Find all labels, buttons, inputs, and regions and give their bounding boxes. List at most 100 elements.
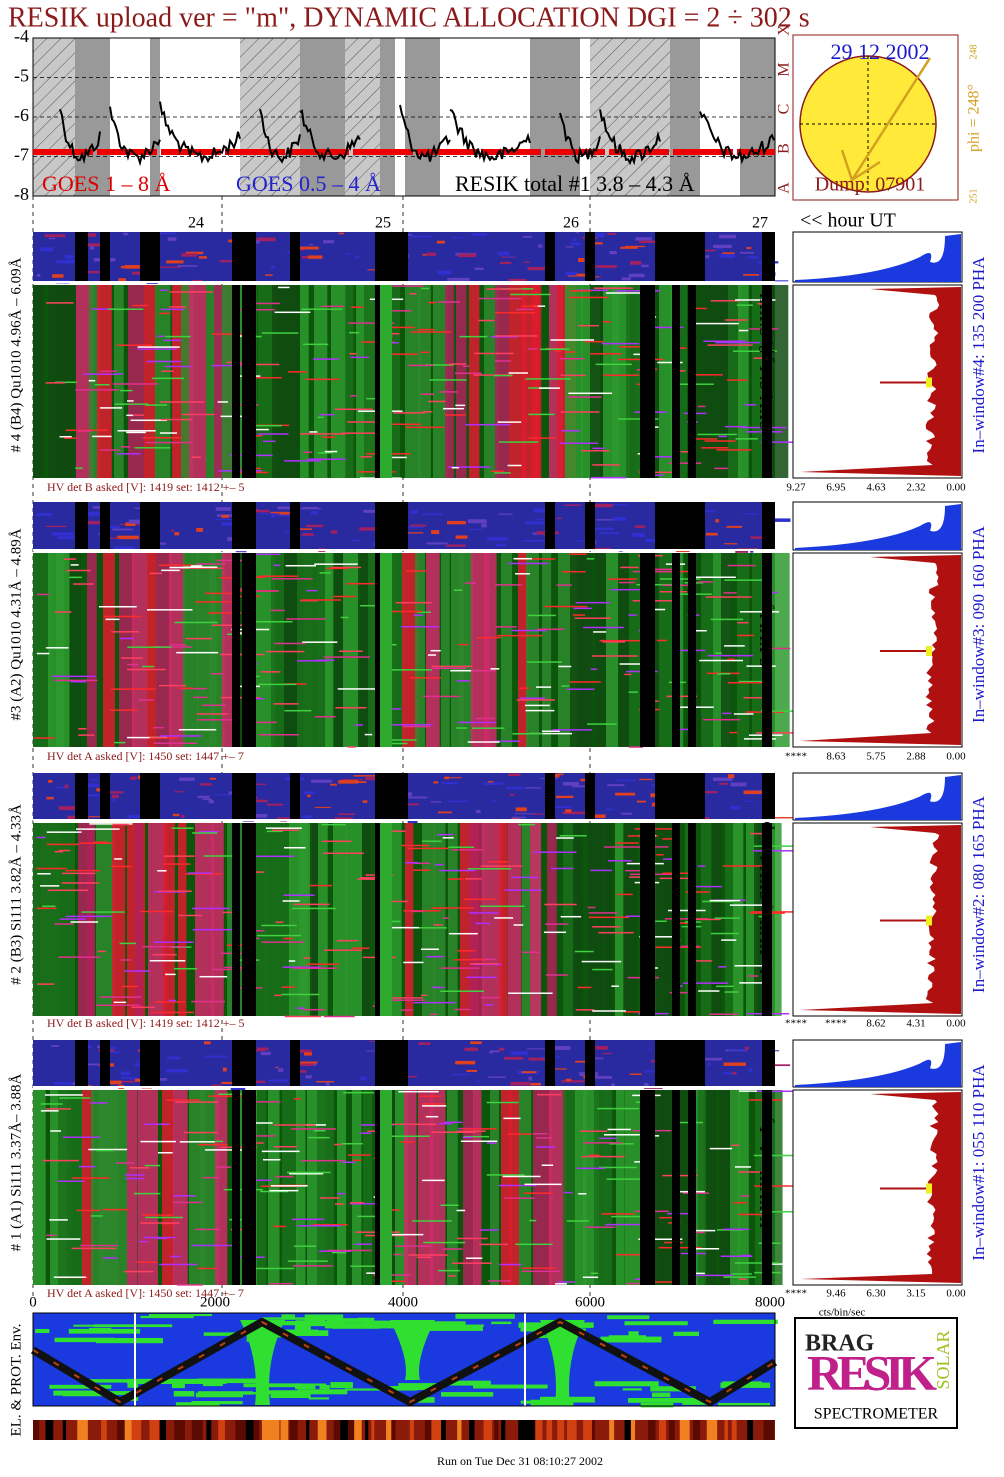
spec-streak [119, 637, 135, 640]
hist-blue [795, 1042, 961, 1087]
strip-noise [45, 525, 67, 528]
spec-streak [153, 742, 197, 745]
spec-streak [46, 1238, 81, 1240]
spec-streak [738, 680, 772, 683]
spec-streak [142, 1214, 173, 1216]
spec-column [296, 1090, 306, 1285]
spec-streak [115, 1162, 135, 1164]
spec-streak [133, 414, 144, 416]
env-green [628, 1331, 639, 1337]
strip-noise [554, 806, 572, 809]
legend-entry: GOES 0.5 – 4 Å [236, 171, 381, 196]
spec-streak [480, 905, 525, 908]
spec-column [625, 1090, 644, 1285]
bright-column [380, 285, 392, 478]
spec-column [469, 285, 480, 478]
spec-column [433, 285, 449, 478]
spec-column [418, 285, 431, 478]
env-bar-seg [624, 1420, 631, 1440]
spec-streak [143, 1236, 176, 1239]
strip-noise [595, 1046, 609, 1050]
spec-streak [714, 467, 729, 470]
spec-streak [615, 290, 661, 292]
spec-streak [302, 1008, 325, 1011]
class-label: A [776, 182, 793, 194]
strip-noise [307, 794, 311, 798]
spec-streak [687, 918, 721, 921]
spec-gap [762, 285, 772, 478]
spec-streak [475, 717, 496, 720]
hist-tick: 9.46 [826, 1288, 846, 1300]
strip-noise [211, 1084, 222, 1086]
spec-streak [331, 1251, 347, 1254]
strip-gap [375, 502, 408, 550]
spec-streak [395, 1245, 431, 1247]
spec-streak [581, 960, 622, 963]
strip-noise [166, 260, 184, 264]
spec-streak [69, 576, 82, 579]
spec-streak [241, 590, 279, 592]
env-green [83, 1379, 136, 1383]
spec-streak [457, 721, 497, 724]
hour-tick: 26 [563, 215, 579, 232]
spec-column [490, 1090, 499, 1285]
sun-arrow [840, 57, 932, 182]
spec-streak [420, 994, 428, 997]
strip-noise [119, 1080, 135, 1083]
spec-streak [734, 1166, 752, 1168]
strip-noise [400, 526, 423, 529]
spec-streak [334, 1203, 345, 1205]
hist-tick: **** [785, 1018, 807, 1030]
strip-noise [265, 274, 273, 276]
strip-noise [568, 273, 591, 277]
strip-noise [123, 232, 129, 236]
spec-streak [322, 436, 336, 438]
spec-streak [78, 734, 95, 736]
spec-streak [350, 356, 370, 359]
spec-streak [456, 1237, 488, 1240]
spec-streak [339, 650, 363, 653]
spec-streak [641, 326, 684, 329]
spec-streak [560, 411, 600, 413]
strip-noise [620, 812, 633, 815]
strip-gap [290, 773, 300, 820]
strip-noise [575, 232, 579, 234]
spec-streak [134, 447, 171, 449]
spec-streak [254, 376, 282, 379]
env-bar-seg [174, 1420, 185, 1440]
bright-column [380, 1090, 392, 1285]
spec-streak [468, 912, 499, 914]
spec-streak [724, 645, 745, 647]
spec-streak [90, 1215, 103, 1217]
spec-streak [605, 1223, 651, 1226]
strip-noise [202, 798, 212, 801]
spec-streak [53, 1276, 86, 1278]
env-bar-seg [535, 1420, 543, 1440]
strip-gap [762, 773, 775, 820]
goes-curve [599, 109, 661, 166]
spec-streak [293, 903, 330, 906]
spec-streak [486, 1174, 525, 1176]
strip-noise [488, 1076, 506, 1078]
spec-streak [497, 634, 543, 637]
env-bar-seg [525, 1420, 535, 1440]
env-green [622, 1388, 642, 1391]
spec-streak [147, 609, 193, 611]
spec-streak [140, 1140, 176, 1143]
spec-column [706, 1090, 717, 1285]
spec-streak [350, 1201, 364, 1204]
strip-noise [351, 540, 360, 542]
spec-streak [211, 624, 243, 627]
spec-streak [697, 405, 706, 408]
spec-streak [586, 558, 595, 560]
spec-streak [273, 1124, 316, 1126]
strip-noise [437, 811, 452, 814]
strip-noise [302, 815, 312, 819]
spec-streak [386, 1209, 400, 1211]
strip-noise [497, 251, 510, 256]
class-label: X [776, 24, 793, 36]
spec-column [337, 1090, 347, 1285]
spec-streak [431, 667, 467, 670]
spec-column [103, 553, 116, 747]
spec-streak [260, 671, 281, 673]
